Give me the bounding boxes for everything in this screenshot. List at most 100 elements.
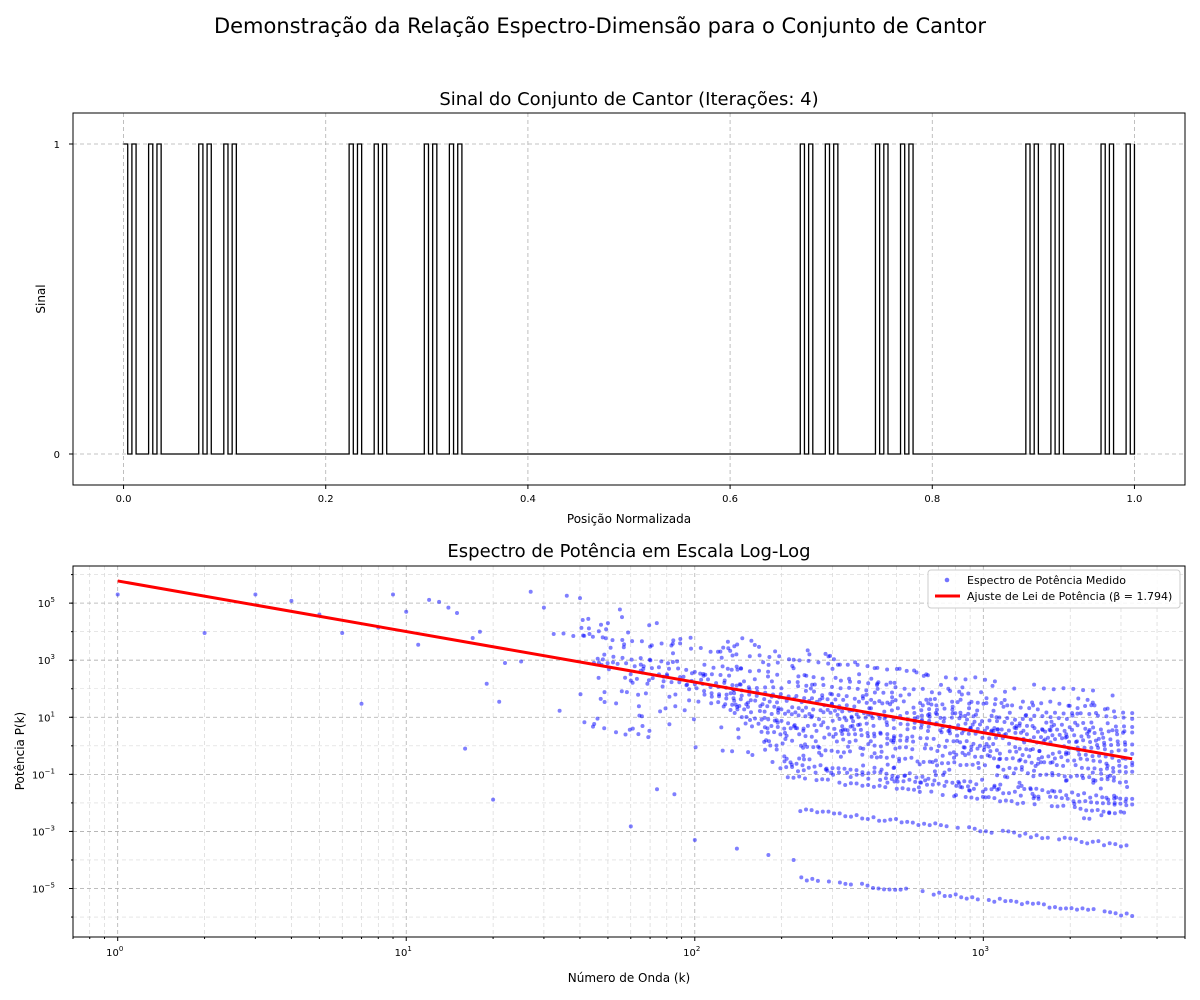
- spectrum-point: [980, 719, 984, 724]
- spectrum-point: [864, 688, 869, 693]
- spectrum-point: [1010, 756, 1015, 761]
- spectrum-point: [918, 780, 923, 785]
- spectrum-point: [797, 658, 802, 663]
- spectrum-point: [1100, 801, 1105, 806]
- spectrum-point: [975, 897, 980, 902]
- spectrum-point: [1118, 796, 1123, 801]
- spectrum-point: [802, 696, 807, 701]
- spectrum-point: [673, 692, 678, 697]
- spectrum-point: [1024, 747, 1029, 752]
- spectrum-x-tick-label: 103: [972, 945, 989, 959]
- spectrum-point: [885, 723, 890, 728]
- spectrum-point: [771, 685, 776, 690]
- spectrum-point: [1118, 809, 1123, 814]
- spectrum-point: [1091, 758, 1096, 763]
- spectrum-point: [966, 711, 971, 716]
- spectrum-point: [821, 683, 826, 687]
- spectrum-point: [936, 781, 941, 786]
- spectrum-point: [1122, 810, 1127, 815]
- spectrum-point: [1121, 710, 1126, 715]
- spectrum-point: [1041, 902, 1046, 907]
- spectrum-point: [942, 716, 947, 721]
- spectrum-point: [883, 776, 888, 781]
- spectrum-point: [641, 664, 646, 669]
- spectrum-point: [821, 720, 826, 725]
- spectrum-point: [810, 696, 814, 701]
- spectrum-point: [885, 762, 890, 767]
- spectrum-point: [1112, 811, 1117, 816]
- spectrum-point: [772, 730, 777, 735]
- spectrum-point: [763, 685, 768, 690]
- spectrum-point: [933, 821, 938, 826]
- spectrum-point: [986, 795, 991, 800]
- spectrum-point: [866, 742, 871, 747]
- spectrum-point: [1007, 766, 1012, 770]
- spectrum-point: [1105, 763, 1110, 768]
- spectrum-point: [1018, 793, 1023, 798]
- spectrum-point: [1130, 763, 1135, 768]
- spectrum-point: [826, 661, 831, 666]
- spectrum-point: [910, 747, 915, 752]
- spectrum-point: [849, 814, 853, 819]
- spectrum-point: [803, 688, 808, 693]
- spectrum-point: [1130, 711, 1135, 716]
- spectrum-point: [778, 766, 783, 771]
- spectrum-point: [757, 653, 762, 658]
- spectrum-point: [992, 796, 997, 801]
- spectrum-point: [1083, 752, 1088, 757]
- spectrum-point: [711, 665, 716, 670]
- spectrum-point: [958, 697, 963, 702]
- spectrum-point: [818, 708, 823, 713]
- spectrum-point: [564, 593, 569, 598]
- spectrum-point: [892, 779, 897, 784]
- spectrum-point: [842, 766, 847, 771]
- spectrum-point: [1110, 693, 1115, 698]
- spectrum-point: [1008, 898, 1013, 903]
- spectrum-point: [848, 679, 852, 684]
- spectrum-point: [801, 768, 806, 773]
- spectrum-point: [911, 687, 916, 692]
- spectrum-point: [730, 749, 735, 754]
- spectrum-point: [871, 815, 876, 820]
- spectrum-point: [1071, 686, 1076, 691]
- spectrum-point: [933, 711, 938, 715]
- spectrum-point: [1064, 750, 1069, 755]
- spectrum-point: [742, 707, 747, 712]
- signal-x-tick-label: 0.0: [116, 494, 132, 505]
- spectrum-point: [869, 697, 874, 702]
- spectrum-point: [1007, 710, 1012, 715]
- spectrum-point: [780, 741, 785, 746]
- spectrum-point: [1028, 748, 1033, 752]
- spectrum-point: [919, 708, 924, 713]
- spectrum-point: [915, 715, 920, 720]
- spectrum-point: [838, 678, 843, 683]
- spectrum-point: [1095, 808, 1100, 812]
- spectrum-point: [803, 714, 808, 719]
- spectrum-point: [1050, 733, 1055, 738]
- spectrum-point: [739, 693, 744, 698]
- spectrum-point: [814, 778, 819, 783]
- spectrum-point: [838, 686, 843, 691]
- spectrum-point: [884, 771, 889, 776]
- spectrum-point: [825, 707, 830, 712]
- spectrum-point: [783, 711, 787, 716]
- spectrum-point: [806, 658, 811, 663]
- spectrum-point: [969, 748, 974, 753]
- spectrum-point: [557, 708, 562, 713]
- spectrum-point: [661, 679, 666, 684]
- spectrum-point: [692, 838, 697, 842]
- spectrum-point: [1121, 715, 1126, 720]
- spectrum-point: [940, 753, 945, 758]
- spectrum-point: [984, 696, 989, 701]
- spectrum-point: [865, 883, 870, 888]
- spectrum-point: [1078, 806, 1083, 811]
- spectrum-point: [667, 722, 672, 727]
- spectrum-point: [1072, 733, 1077, 738]
- spectrum-point: [901, 699, 906, 704]
- spectrum-point: [837, 811, 842, 816]
- spectrum-point: [748, 698, 753, 703]
- spectrum-point: [1123, 765, 1128, 769]
- spectrum-point: [754, 693, 759, 698]
- spectrum-point: [608, 645, 613, 650]
- spectrum-point: [1028, 835, 1033, 840]
